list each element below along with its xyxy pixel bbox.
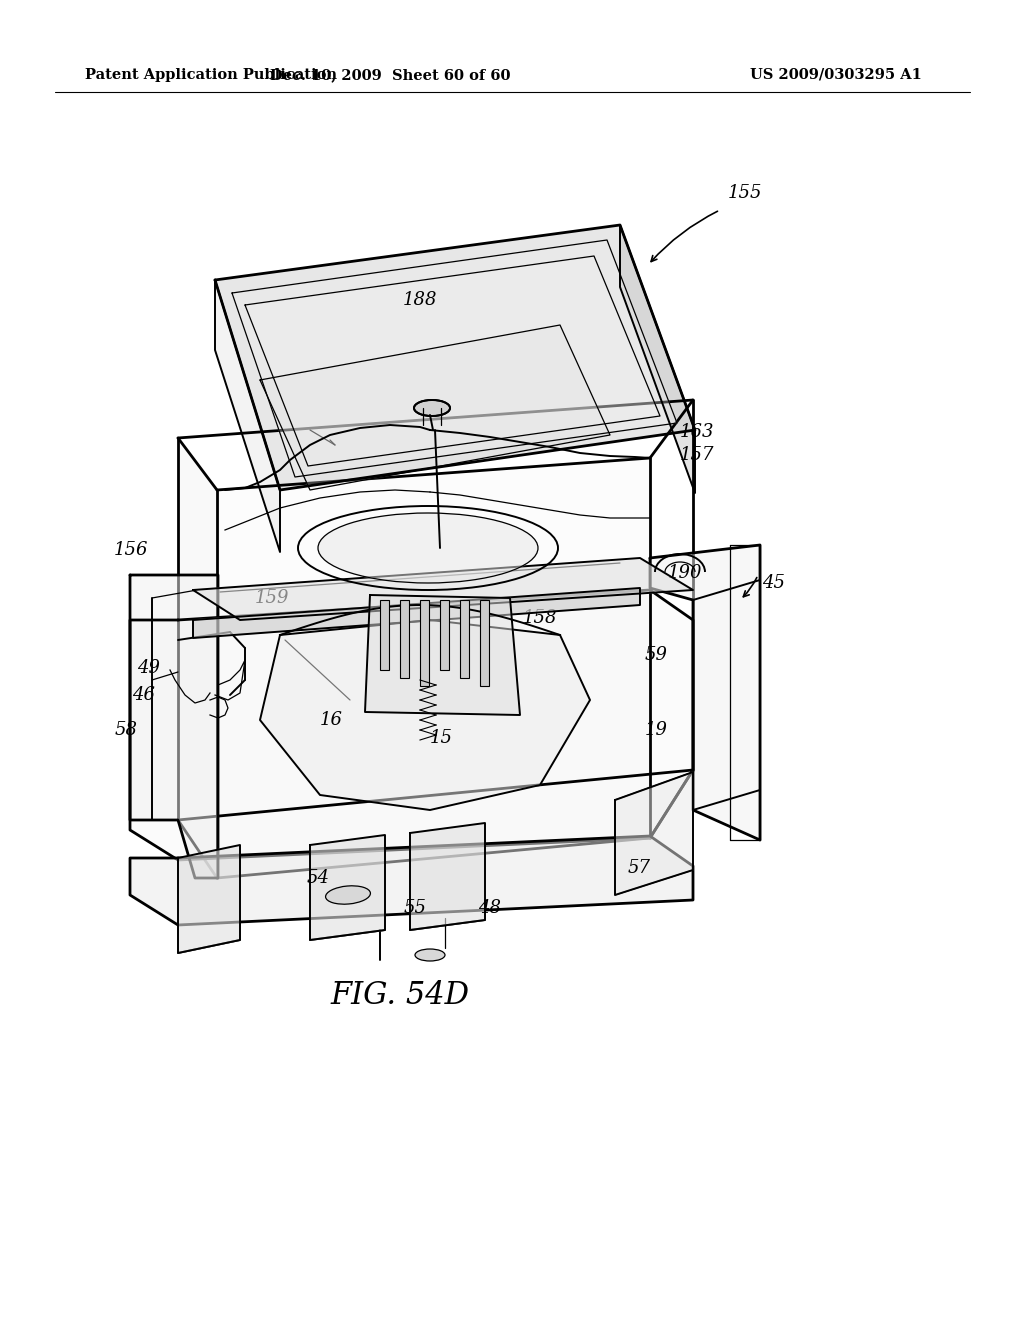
Text: 46: 46 [132, 686, 155, 704]
Bar [420, 601, 429, 686]
Polygon shape [260, 325, 610, 490]
Text: 49: 49 [137, 659, 160, 677]
Text: 158: 158 [523, 609, 557, 627]
Polygon shape [620, 224, 695, 492]
Polygon shape [178, 438, 217, 878]
Text: 163: 163 [680, 422, 715, 441]
Polygon shape [260, 620, 590, 810]
Polygon shape [193, 587, 640, 638]
Text: 57: 57 [628, 859, 651, 876]
Text: 15: 15 [430, 729, 453, 747]
Text: 54: 54 [306, 869, 330, 887]
Text: 188: 188 [402, 290, 437, 309]
Polygon shape [217, 458, 650, 878]
Bar [380, 601, 389, 671]
Polygon shape [245, 256, 660, 466]
Bar [460, 601, 469, 678]
Polygon shape [310, 836, 385, 940]
Bar [480, 601, 489, 686]
Polygon shape [215, 280, 280, 552]
Polygon shape [232, 240, 677, 477]
Text: 16: 16 [319, 711, 343, 729]
Ellipse shape [318, 513, 538, 583]
Polygon shape [130, 836, 693, 925]
Bar [400, 601, 409, 678]
Polygon shape [615, 772, 693, 895]
Polygon shape [410, 822, 485, 931]
Polygon shape [130, 590, 693, 861]
Text: Patent Application Publication: Patent Application Publication [85, 69, 337, 82]
Ellipse shape [415, 949, 445, 961]
Text: 55: 55 [403, 899, 427, 917]
Text: 155: 155 [728, 183, 763, 202]
Text: 59: 59 [645, 645, 668, 664]
Polygon shape [365, 595, 520, 715]
Polygon shape [193, 558, 693, 620]
Text: 190: 190 [668, 564, 702, 582]
Text: FIG. 54D: FIG. 54D [331, 979, 470, 1011]
Polygon shape [650, 545, 760, 840]
Text: Dec. 10, 2009  Sheet 60 of 60: Dec. 10, 2009 Sheet 60 of 60 [269, 69, 510, 82]
Text: 19: 19 [645, 721, 668, 739]
Text: 48: 48 [478, 899, 502, 917]
Ellipse shape [414, 400, 450, 416]
Ellipse shape [326, 886, 371, 904]
Text: 58: 58 [115, 721, 138, 739]
Polygon shape [178, 845, 240, 953]
Text: 159: 159 [255, 589, 290, 607]
Text: 157: 157 [680, 446, 715, 465]
Text: 156: 156 [114, 541, 148, 558]
Polygon shape [215, 224, 695, 490]
Bar [440, 601, 449, 671]
Text: US 2009/0303295 A1: US 2009/0303295 A1 [750, 69, 922, 82]
Polygon shape [130, 576, 218, 878]
Text: 45: 45 [762, 574, 785, 591]
